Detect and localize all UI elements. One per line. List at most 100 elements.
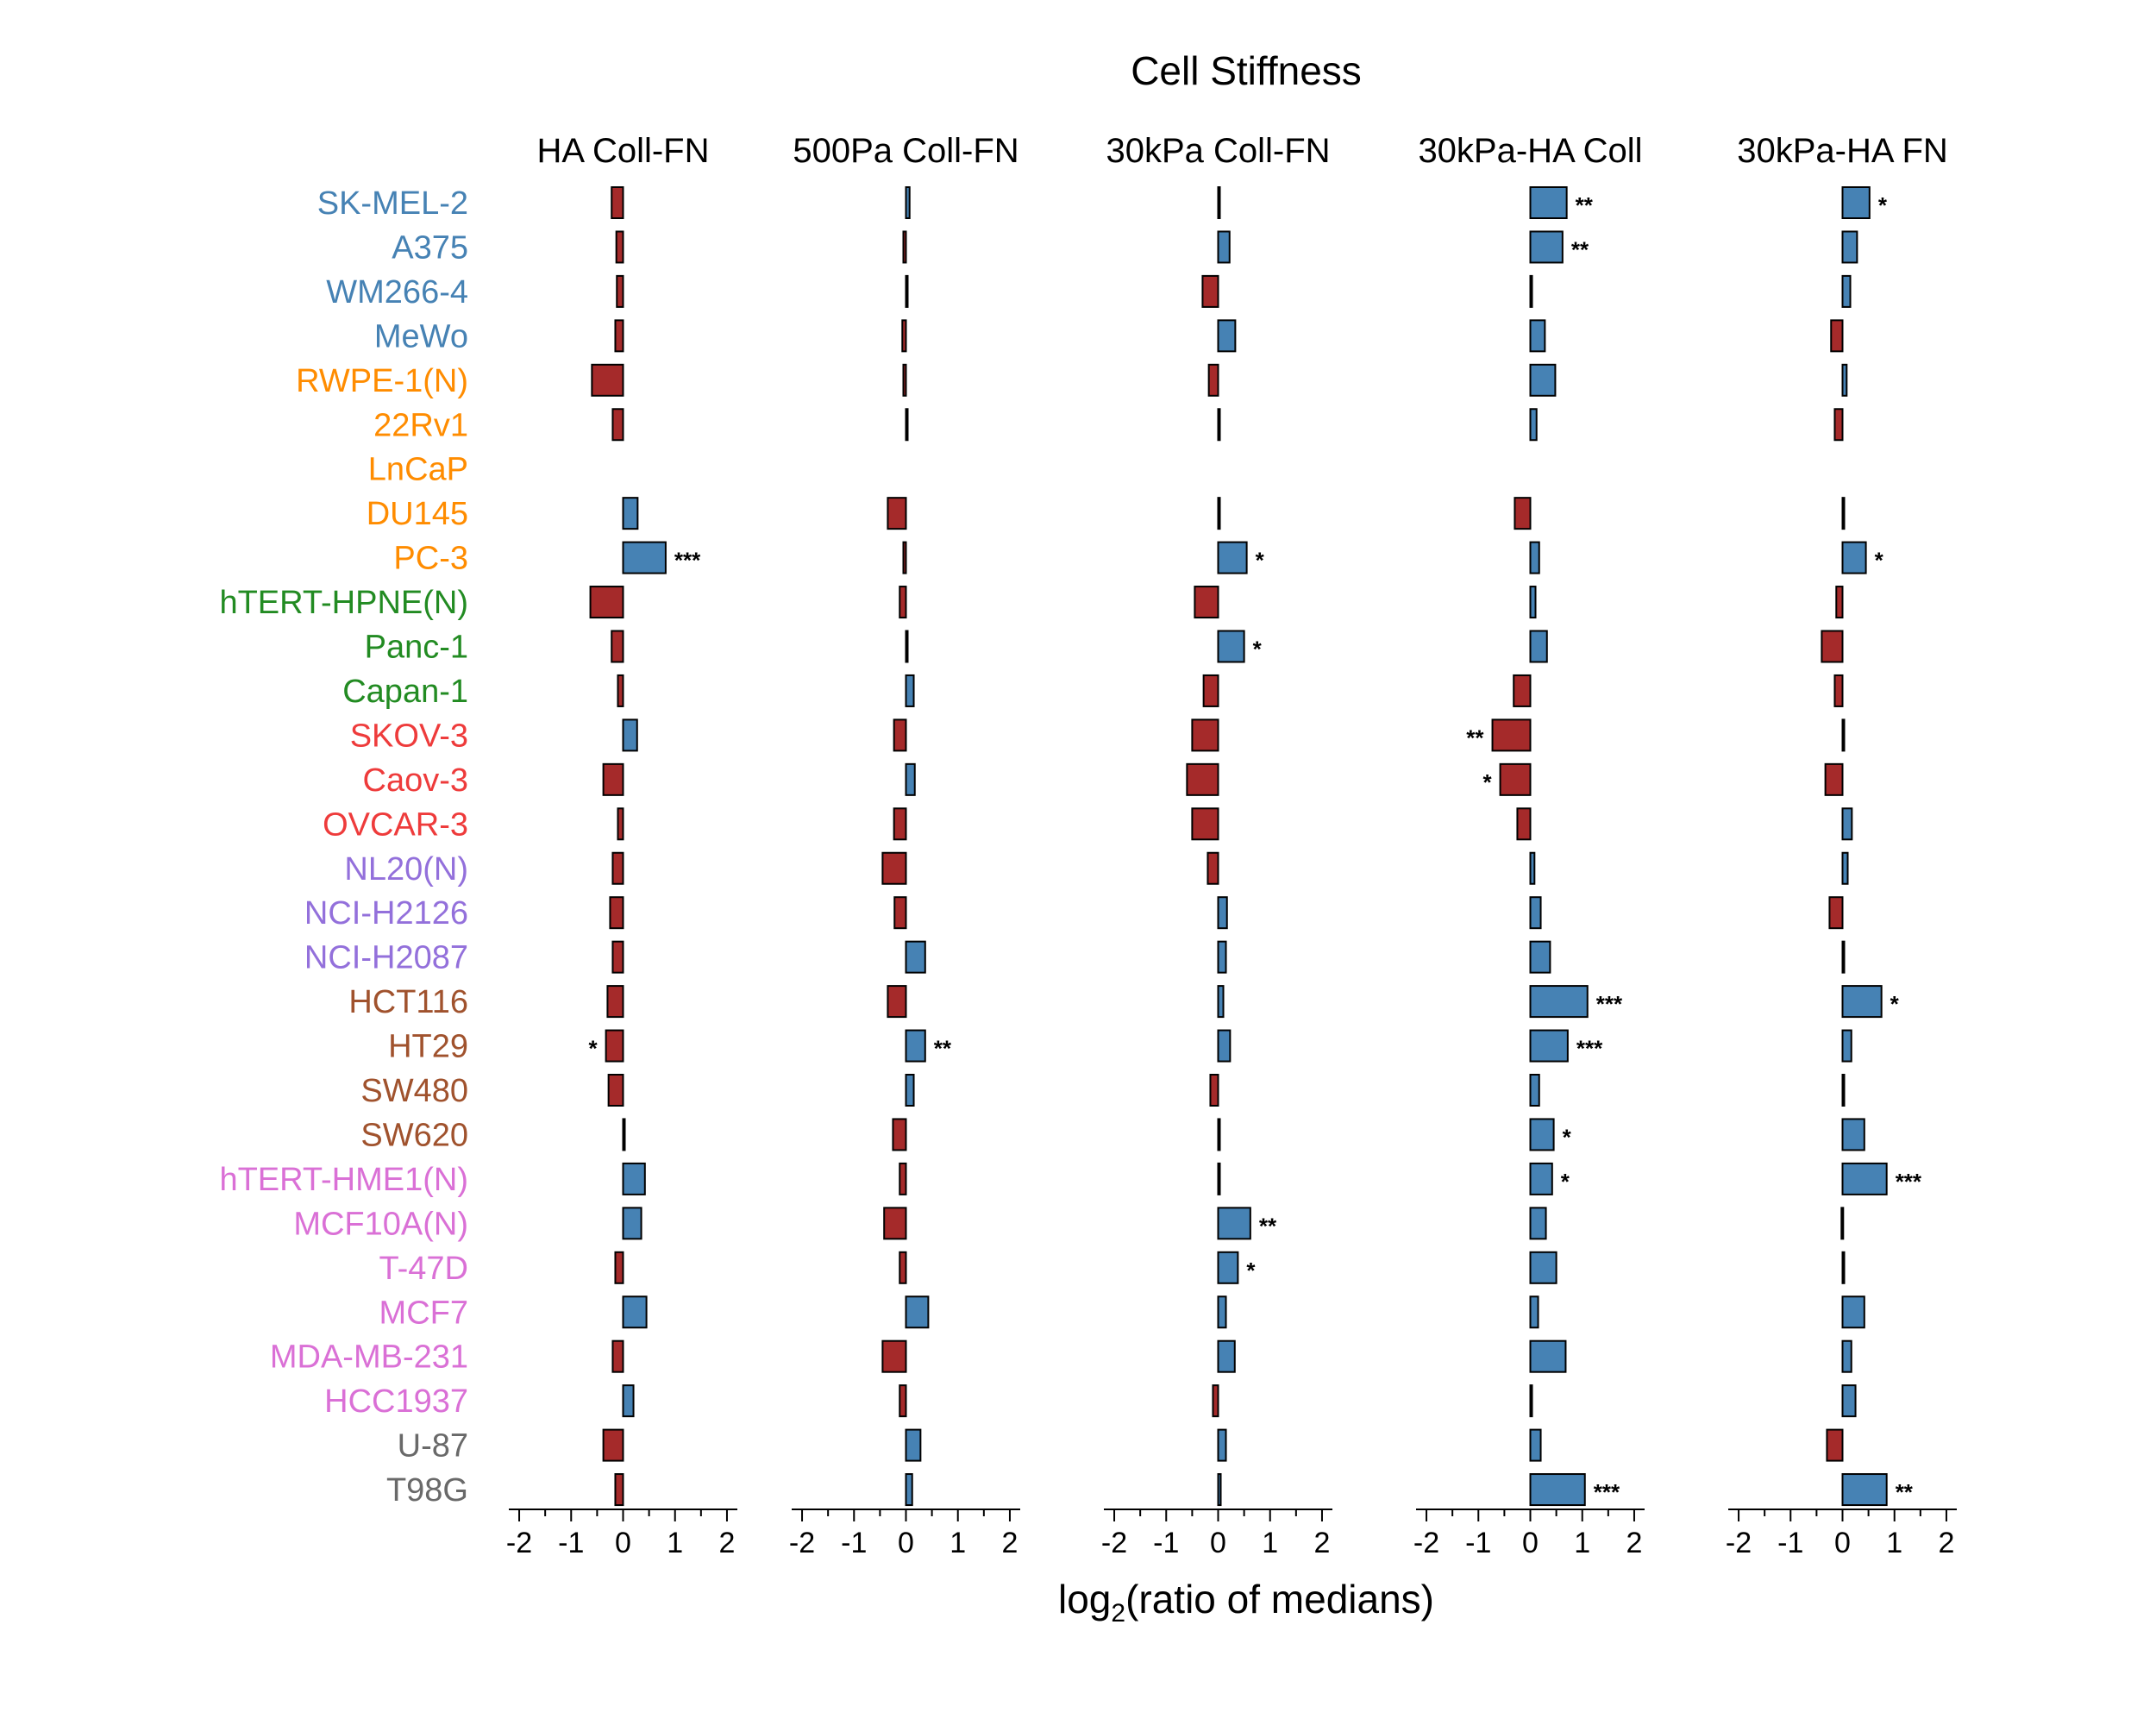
x-tick-label: 2	[1313, 1527, 1330, 1559]
bar	[611, 408, 624, 442]
bar	[1217, 230, 1231, 264]
x-tick-label: -1	[1153, 1527, 1179, 1559]
bar	[901, 319, 907, 353]
bar	[892, 1118, 907, 1151]
x-tick-label: -1	[558, 1527, 584, 1559]
bar	[905, 1428, 922, 1462]
bar	[622, 1118, 626, 1151]
bar	[902, 541, 907, 574]
bar	[1529, 1162, 1553, 1195]
row-label: T-47D	[379, 1251, 468, 1287]
bar	[1826, 1428, 1844, 1462]
bar	[905, 1295, 930, 1329]
x-tick-label: 1	[1574, 1527, 1590, 1559]
x-axis-label-subscript: 2	[1111, 1599, 1125, 1628]
significance-marker: *	[1256, 548, 1265, 574]
bar	[1841, 1295, 1865, 1329]
row-label: T98G	[386, 1472, 468, 1509]
bar	[899, 1384, 907, 1418]
x-tick-label: -2	[1101, 1527, 1127, 1559]
significance-marker: **	[1466, 724, 1484, 750]
bar	[622, 1162, 646, 1195]
x-tick-label: 1	[667, 1527, 683, 1559]
significance-marker: **	[1576, 192, 1594, 218]
x-tick-label: -1	[1465, 1527, 1491, 1559]
row-label: MCF10A(N)	[293, 1206, 468, 1242]
row-label: PC-3	[393, 541, 468, 577]
bar	[1217, 497, 1221, 530]
bar	[1529, 230, 1564, 264]
bar	[1514, 497, 1532, 530]
row-labels: SK-MEL-2 A375 WM266-4 MeWo RWPE-1(N) 22Rv1 LnC…	[219, 185, 468, 1509]
bar	[1212, 1384, 1219, 1418]
bar	[899, 1162, 907, 1195]
bar	[611, 851, 624, 885]
bar	[1529, 1428, 1542, 1462]
bar	[893, 896, 907, 930]
significance-marker: *	[1561, 1169, 1570, 1195]
x-tick-label: -2	[506, 1527, 532, 1559]
row-label: WM266-4	[326, 274, 468, 310]
bar	[1840, 1207, 1845, 1240]
bar	[1191, 807, 1219, 841]
bar	[622, 541, 667, 574]
panel: 30kPa-HA FN********-2 -1 0 1 2	[1726, 132, 1957, 1559]
bar	[589, 586, 624, 619]
significance-marker: ***	[674, 548, 701, 574]
row-label: Caov-3	[363, 762, 469, 799]
significance-marker: ***	[1896, 1169, 1922, 1195]
row-label: SW480	[360, 1073, 468, 1109]
panel: 30kPa Coll-FN*****-2 -1 0 1 2	[1101, 132, 1332, 1559]
row-label: HCT116	[348, 984, 468, 1020]
bar	[1833, 674, 1844, 707]
bar	[1529, 586, 1537, 619]
x-tick-label: -1	[841, 1527, 867, 1559]
bar	[1217, 1118, 1221, 1151]
bar	[617, 807, 624, 841]
bar	[622, 718, 638, 752]
significance-marker: ***	[1596, 991, 1623, 1017]
significance-marker: *	[1890, 991, 1900, 1017]
bar	[1830, 319, 1844, 353]
row-label: NL20(N)	[344, 851, 468, 888]
row-label: HCC1937	[324, 1383, 468, 1420]
x-axis-label-base: log	[1058, 1577, 1111, 1622]
bar	[905, 274, 909, 308]
bar	[1841, 1339, 1852, 1373]
significance-marker: **	[1571, 236, 1589, 262]
bar	[1217, 1428, 1227, 1462]
row-label: NCI-H2126	[304, 895, 468, 932]
bar	[1529, 1118, 1555, 1151]
x-tick-label: 2	[1626, 1527, 1642, 1559]
x-tick-label: 1	[1886, 1527, 1902, 1559]
bar	[1841, 718, 1846, 752]
bar	[1206, 851, 1219, 885]
x-tick-label: 2	[718, 1527, 735, 1559]
significance-marker: ***	[1576, 1036, 1603, 1062]
bar	[905, 674, 915, 707]
significance-marker: *	[1246, 1258, 1256, 1283]
bar	[1217, 1473, 1222, 1507]
bar	[1217, 541, 1248, 574]
bar	[1529, 851, 1536, 885]
bar	[1194, 586, 1219, 619]
bar	[1529, 1251, 1557, 1284]
bar	[1217, 630, 1245, 663]
bar	[614, 1251, 624, 1284]
significance-marker: **	[1259, 1213, 1277, 1239]
x-tick-label: 2	[1938, 1527, 1954, 1559]
x-tick-label: -2	[1413, 1527, 1439, 1559]
bar	[899, 586, 907, 619]
row-label: 22Rv1	[373, 407, 468, 443]
bar	[1841, 1118, 1865, 1151]
bar	[1841, 1074, 1846, 1107]
significance-marker: ***	[1594, 1479, 1620, 1505]
bar	[1529, 1384, 1533, 1418]
panel-title: 30kPa-HA Coll	[1418, 132, 1642, 170]
bar	[1217, 1295, 1227, 1329]
bar	[1217, 1339, 1236, 1373]
bar	[1841, 940, 1846, 974]
significance-marker: *	[1253, 637, 1263, 662]
bar	[614, 319, 624, 353]
bar	[887, 985, 907, 1019]
